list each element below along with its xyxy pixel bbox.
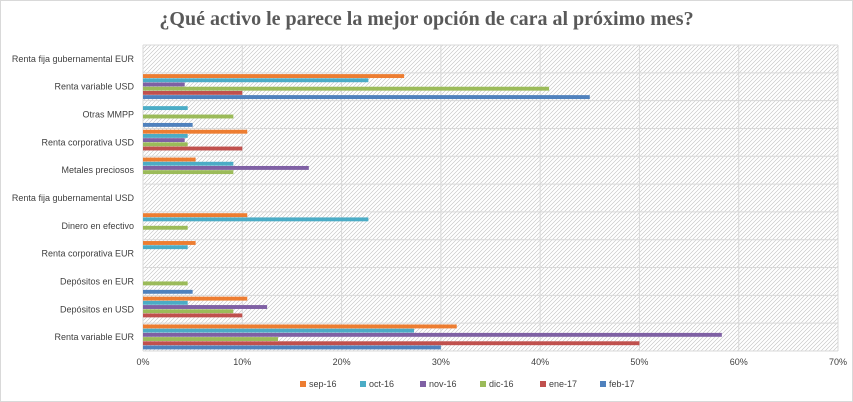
legend-label-nov-16: nov-16 <box>429 379 457 389</box>
bar-renta-variable-usd-ene-17 <box>143 90 243 95</box>
bar-renta-corporativa-usd-oct-16 <box>143 133 188 138</box>
chart-title: ¿Qué activo le parece la mejor opción de… <box>159 8 694 30</box>
bar-renta-variable-usd-sep-16 <box>143 74 405 79</box>
bar-renta-corporativa-eur-oct-16 <box>143 245 188 250</box>
x-tick-label: 10% <box>233 357 251 367</box>
legend-swatch-nov-16 <box>420 381 426 387</box>
category-label-renta-fija-gubernamental-usd: Renta fija gubernamental USD <box>12 193 135 203</box>
bar-depositos-en-usd-sep-16 <box>143 296 248 301</box>
x-tick-label: 30% <box>432 357 450 367</box>
x-tick-label: 70% <box>829 357 847 367</box>
bar-renta-variable-usd-oct-16 <box>143 78 369 83</box>
x-tick-label: 40% <box>531 357 549 367</box>
legend-swatch-feb-17 <box>600 381 606 387</box>
x-tick-label: 20% <box>333 357 351 367</box>
bar-renta-corporativa-usd-sep-16 <box>143 129 248 134</box>
legend-swatch-oct-16 <box>360 381 366 387</box>
category-label-renta-corporativa-usd: Renta corporativa USD <box>41 137 134 147</box>
bars <box>143 74 722 350</box>
legend-label-ene-17: ene-17 <box>549 379 577 389</box>
x-tick-labels: 0% 10% 20% 30% 40% 50% 60% 70% <box>136 357 847 367</box>
bar-depositos-en-usd-oct-16 <box>143 300 188 305</box>
bar-metales-preciosos-oct-16 <box>143 161 234 166</box>
x-tick-label: 0% <box>136 357 149 367</box>
bar-dinero-en-efectivo-sep-16 <box>143 213 248 218</box>
bar-depositos-en-eur-dic-16 <box>143 281 188 286</box>
bar-renta-corporativa-usd-dic-16 <box>143 142 188 147</box>
legend: sep-16 oct-16 nov-16 dic-16 ene-17 feb-17 <box>300 379 635 389</box>
legend-swatch-sep-16 <box>300 381 306 387</box>
bar-depositos-en-usd-nov-16 <box>143 305 268 309</box>
bar-dinero-en-efectivo-oct-16 <box>143 217 369 222</box>
category-label-renta-variable-eur: Renta variable EUR <box>54 332 134 342</box>
x-tick-label: 50% <box>630 357 648 367</box>
category-label-depositos-en-usd: Depósitos en USD <box>60 304 135 314</box>
category-label-renta-corporativa-eur: Renta corporativa EUR <box>41 249 134 259</box>
bar-depositos-en-usd-ene-17 <box>143 313 243 318</box>
bar-otras-mmpp-feb-17 <box>143 122 193 127</box>
category-label-renta-fija-gubernamental-eur: Renta fija gubernamental EUR <box>12 54 135 64</box>
bar-renta-corporativa-eur-sep-16 <box>143 241 196 245</box>
category-label-dinero-en-efectivo: Dinero en efectivo <box>61 221 134 231</box>
bar-renta-variable-eur-nov-16 <box>143 332 722 337</box>
category-labels: Renta fija gubernamental EUR Renta variab… <box>12 54 135 342</box>
bar-renta-variable-usd-feb-17 <box>143 95 590 100</box>
category-label-depositos-en-eur: Depósitos en EUR <box>60 276 135 286</box>
legend-label-dic-16: dic-16 <box>489 379 514 389</box>
legend-label-feb-17: feb-17 <box>609 379 635 389</box>
bar-metales-preciosos-dic-16 <box>143 170 234 175</box>
legend-label-sep-16: sep-16 <box>309 379 337 389</box>
bar-renta-corporativa-usd-ene-17 <box>143 146 243 151</box>
bar-renta-variable-eur-feb-17 <box>143 345 441 350</box>
bar-depositos-en-usd-dic-16 <box>143 309 234 314</box>
bar-metales-preciosos-sep-16 <box>143 157 196 162</box>
bar-dinero-en-efectivo-dic-16 <box>143 225 188 230</box>
bar-renta-corporativa-usd-nov-16 <box>143 138 185 143</box>
x-tick-label: 60% <box>730 357 748 367</box>
legend-swatch-dic-16 <box>480 381 486 387</box>
bar-renta-variable-eur-dic-16 <box>143 337 279 341</box>
bar-renta-variable-eur-oct-16 <box>143 328 415 333</box>
bar-otras-mmpp-dic-16 <box>143 114 234 119</box>
bar-renta-variable-eur-ene-17 <box>143 341 640 346</box>
category-label-renta-variable-usd: Renta variable USD <box>54 82 134 92</box>
bar-otras-mmpp-oct-16 <box>143 106 188 111</box>
bar-depositos-en-eur-feb-17 <box>143 289 193 294</box>
legend-swatch-ene-17 <box>540 381 546 387</box>
bar-renta-variable-usd-dic-16 <box>143 86 550 91</box>
bar-metales-preciosos-nov-16 <box>143 165 309 170</box>
legend-label-oct-16: oct-16 <box>369 379 394 389</box>
bar-renta-variable-eur-sep-16 <box>143 324 457 329</box>
category-label-otras-mmpp: Otras MMPP <box>82 110 134 120</box>
bar-renta-variable-usd-nov-16 <box>143 82 185 87</box>
category-label-metales-preciosos: Metales preciosos <box>61 165 134 175</box>
